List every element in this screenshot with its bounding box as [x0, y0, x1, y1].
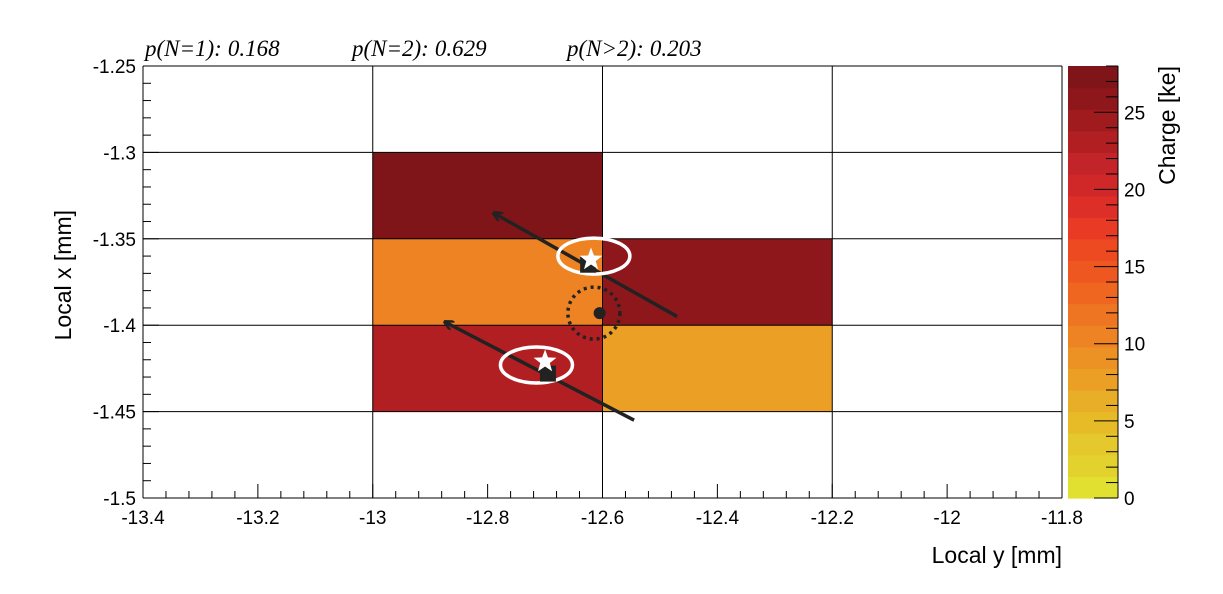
cluster-center-circle	[566, 285, 622, 341]
colorbar-swatch	[1068, 303, 1118, 326]
colorbar-swatch	[1068, 195, 1118, 218]
heatmap-cell	[372, 325, 603, 412]
colorbar-swatch	[1068, 130, 1118, 153]
x-axis: -13.4 -13.2 -13 -12.8 -12.6 -12.4 -12.2 -12 -11.…	[121, 484, 1083, 529]
colorbar-tick-label: 0	[1124, 489, 1135, 510]
y-axis: -1.25 -1.3 -1.35 -1.4 -1.45 -1.5	[93, 57, 159, 510]
uncertainty-ellipse	[498, 345, 575, 385]
y-tick-label: -1.25	[93, 57, 136, 78]
y-tick-label: -1.3	[103, 143, 136, 164]
x-tick-label: -11.8	[1041, 508, 1083, 529]
true-hit-star	[579, 247, 603, 270]
colorbar-swatch	[1068, 109, 1118, 132]
x-tick-label: -12.6	[581, 508, 624, 529]
colorbar-swatch	[1068, 217, 1118, 240]
y-axis-label: Local x [mm]	[50, 210, 76, 340]
annotation-p-n-gt2: p(N>2): 0.203	[565, 36, 702, 61]
x-tick-label: -12.4	[696, 508, 740, 529]
x-tick-label: -12	[933, 508, 960, 529]
x-tick-label: -12.8	[466, 508, 509, 529]
x-axis-label: Local y [mm]	[932, 542, 1062, 568]
colorbar-tick-label: 25	[1124, 103, 1145, 124]
heatmap-cell	[372, 152, 603, 239]
uncertainty-ellipse	[556, 236, 632, 276]
colorbar-swatch	[1068, 411, 1118, 434]
true-hit-star	[533, 349, 557, 372]
colorbar-swatch	[1068, 476, 1118, 499]
x-tick-label: -12.2	[811, 508, 854, 529]
track-arrow	[445, 322, 635, 422]
colorbar-swatch	[1068, 66, 1118, 89]
colorbar-swatch	[1068, 368, 1118, 391]
annotation-p-n2: p(N=2): 0.629	[350, 36, 487, 61]
heatmap-cell	[372, 238, 603, 326]
colorbar-swatch	[1068, 174, 1118, 197]
y-tick-label: -1.4	[103, 316, 136, 337]
heatmap-cell	[602, 325, 833, 412]
heatmap-cell	[602, 238, 833, 326]
colorbar-label: Charge [ke]	[1154, 66, 1180, 185]
colorbar-swatch	[1068, 454, 1118, 477]
x-tick-label: -13.4	[121, 508, 165, 529]
colorbar-swatch	[1068, 433, 1118, 456]
y-tick-label: -1.45	[93, 403, 136, 424]
colorbar-swatch	[1068, 282, 1118, 305]
reconstructed-hit-square	[539, 365, 556, 382]
y-tick-label: -1.35	[93, 230, 136, 251]
colorbar-tick-label: 20	[1124, 180, 1145, 201]
colorbar-swatch	[1068, 152, 1118, 175]
colorbar-swatch	[1068, 238, 1118, 261]
hit-markers	[498, 236, 632, 385]
colorbar-tick-label: 10	[1124, 335, 1145, 356]
probability-annotations: p(N=1): 0.168 p(N=2): 0.629 p(N>2): 0.203	[143, 36, 702, 61]
x-tick-label: -13	[359, 508, 386, 529]
colorbar-swatch	[1068, 260, 1118, 283]
colorbar-swatch	[1068, 346, 1118, 369]
colorbar: 0 5 10 15 20 25	[1068, 65, 1145, 510]
colorbar-swatch	[1068, 325, 1118, 348]
x-tick-label: -13.2	[236, 508, 279, 529]
colorbar-swatch	[1068, 390, 1118, 413]
cluster-center-dot	[593, 307, 606, 320]
pixel-grid	[142, 65, 1063, 499]
y-tick-label: -1.5	[103, 489, 136, 510]
colorbar-tick-label: 5	[1124, 412, 1135, 433]
annotation-p-n1: p(N=1): 0.168	[143, 36, 280, 61]
colorbar-tick-label: 15	[1124, 258, 1145, 279]
colorbar-swatch	[1068, 87, 1118, 110]
